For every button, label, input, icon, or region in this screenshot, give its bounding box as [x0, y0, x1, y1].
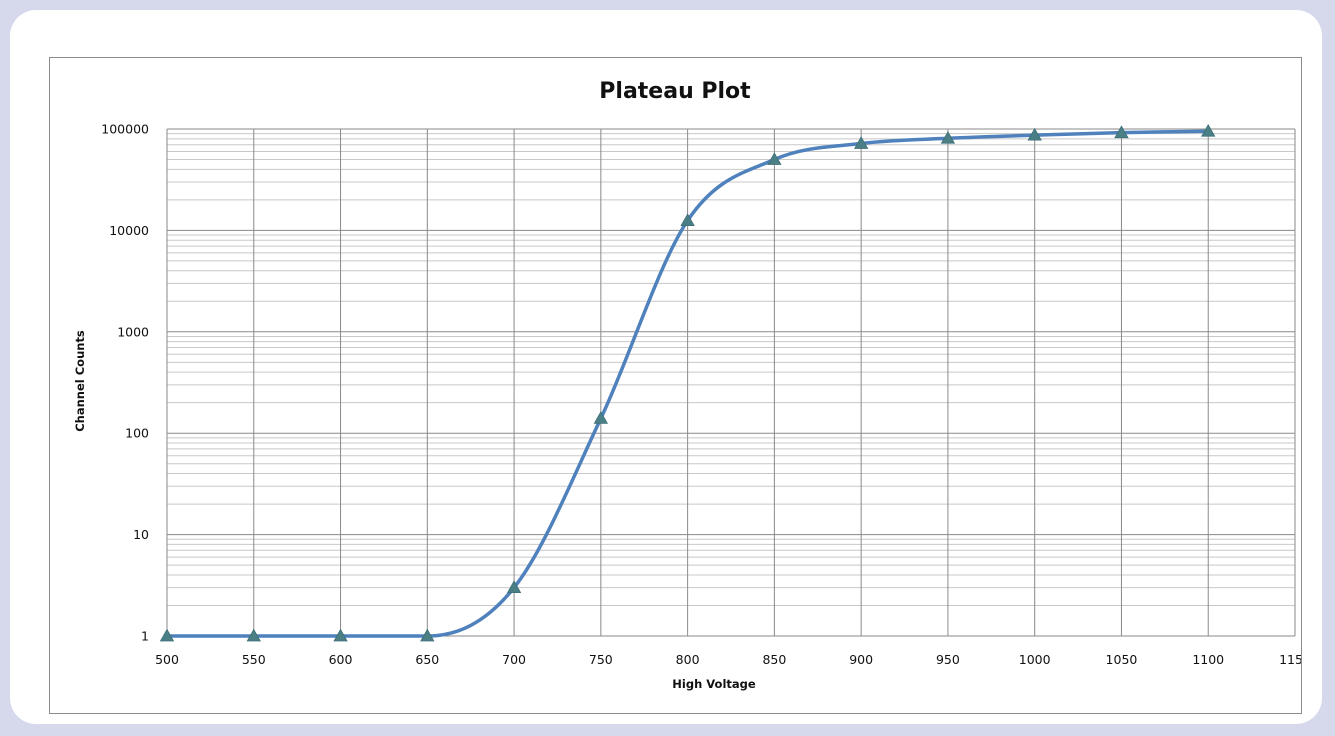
chart-area: Plateau Plot 500 550 600 650 700 750 800 850 900…: [49, 57, 1302, 714]
minor-grid: [167, 133, 1295, 606]
data-point-marker: [1114, 125, 1129, 139]
x-tick-label: 1050: [1106, 652, 1138, 667]
y-tick-label: 100000: [101, 122, 149, 137]
data-point-marker: [246, 628, 261, 642]
x-tick-label: 950: [936, 652, 960, 667]
chart-title: Plateau Plot: [599, 79, 751, 104]
x-tick-label: 800: [676, 652, 700, 667]
plateau-chart: Plateau Plot 500 550 600 650 700 750 800 850 900…: [73, 79, 1301, 691]
x-axis-title: High Voltage: [672, 677, 756, 691]
data-point-marker: [593, 411, 609, 424]
y-tick-label: 10000: [109, 223, 149, 238]
x-tick-label: 700: [502, 652, 526, 667]
chart-frame: Plateau Plot 500 550 600 650 700 750 800 850 900…: [10, 10, 1322, 724]
data-point-marker: [333, 628, 348, 642]
series-line: [165, 129, 1210, 638]
y-tick-label: 100: [125, 426, 149, 441]
x-tick-label: 750: [589, 652, 613, 667]
data-point-marker: [506, 580, 522, 594]
y-tick-label: 1000: [117, 324, 149, 339]
x-tick-label: 1100: [1192, 652, 1224, 667]
x-tick-label: 1000: [1019, 652, 1051, 667]
x-tick-label: 550: [242, 652, 266, 667]
data-point-marker: [680, 213, 695, 226]
x-tick-label: 650: [415, 652, 439, 667]
x-tick-label: 500: [155, 652, 179, 667]
y-axis-title: Channel Counts: [73, 330, 87, 432]
data-point-marker: [1201, 123, 1216, 137]
x-tick-labels: 500 550 600 650 700 750 800 850 900 950 1000 1050 11…: [155, 652, 1301, 667]
y-tick-label: 10: [133, 527, 149, 542]
x-tick-label: 850: [762, 652, 786, 667]
series-markers: [159, 123, 1216, 642]
data-point-marker: [853, 136, 869, 149]
data-point-marker: [767, 152, 782, 165]
x-tick-label: 600: [329, 652, 353, 667]
y-tick-label: 1: [141, 629, 149, 644]
x-tick-label: 1150: [1279, 652, 1301, 667]
x-tick-label: 900: [849, 652, 873, 667]
data-point-marker: [940, 130, 956, 144]
data-point-marker: [159, 628, 175, 642]
data-point-marker: [1027, 127, 1042, 141]
data-point-marker: [420, 628, 435, 642]
major-grid: [166, 128, 1296, 637]
y-tick-labels: 1 10 100 1000 10000 100000: [101, 122, 149, 644]
